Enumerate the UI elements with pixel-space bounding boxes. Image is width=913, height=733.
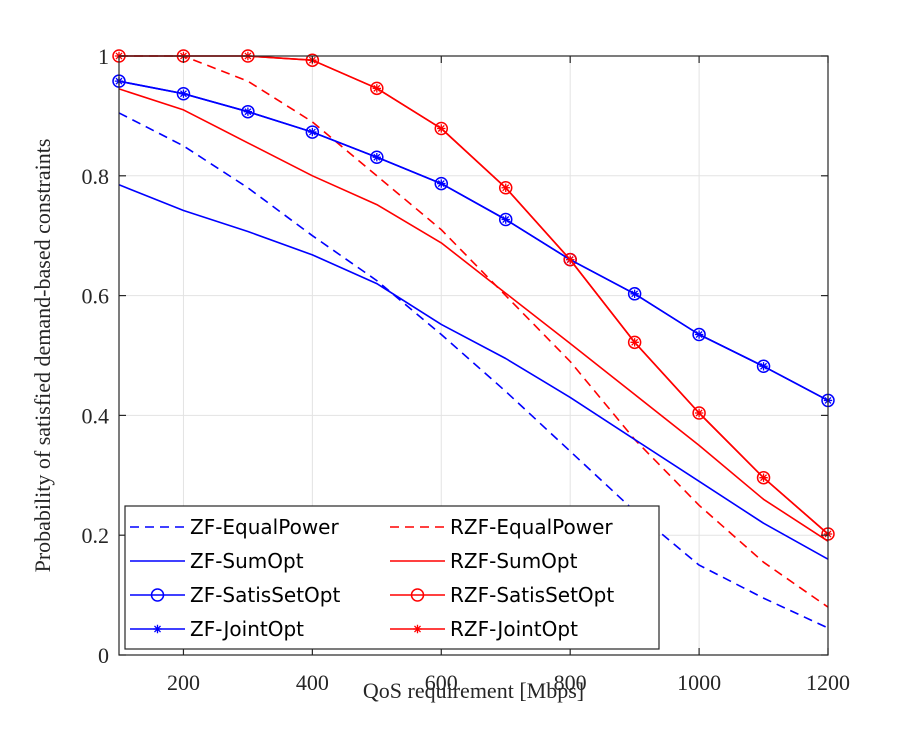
legend-zf-satissetopt-circle-marker — [150, 588, 165, 602]
x-tick-label: 200 — [167, 670, 200, 695]
series-zf-equalpower — [118, 112, 829, 629]
point-rzf-satissetopt-circle-marker — [498, 181, 513, 195]
legend-label-rzf-jointopt: RZF-JointOpt — [450, 617, 578, 641]
point-rzf-jointopt-star-marker — [630, 338, 639, 347]
point-zf-satissetopt-circle-marker — [370, 150, 384, 164]
series-line-rzf-equalpower — [119, 55, 829, 608]
ticks: 200 400 600 800 1000 1200 0 0.2 0.4 0.6 0.8 1 — [82, 44, 851, 695]
legend-label-zf-satissetopt: ZF-SatisSetOpt — [190, 583, 340, 607]
point-zf-jointopt-star-marker — [372, 153, 382, 162]
plot-frame — [118, 55, 829, 656]
point-rzf-satissetopt-circle-marker — [434, 121, 449, 136]
legend-item-zf-equalpower: ZF-EqualPower — [130, 515, 339, 539]
point-zf-satissetopt-circle-marker — [176, 86, 191, 101]
x-tick-label: 1200 — [806, 670, 850, 695]
legend-item-rzf-sumopt: RZF-SumOpt — [390, 549, 578, 573]
legend-rzf-satissetopt-circle-marker — [410, 588, 425, 602]
legend-item-zf-satissetopt: ZF-SatisSetOpt — [130, 583, 340, 607]
point-zf-satissetopt-circle-marker — [434, 176, 449, 191]
series-line-rzf-sumopt — [118, 88, 829, 542]
point-rzf-jointopt-star-marker — [501, 183, 510, 192]
series-line-zf-equalpower — [118, 112, 829, 629]
point-zf-satissetopt-circle-marker — [241, 104, 255, 119]
y-tick-label: 1 — [98, 44, 109, 69]
legend: ZF-EqualPower RZF-EqualPower ZF-SumOpt RZF-… — [124, 505, 660, 650]
point-rzf-jointopt-star-marker — [759, 473, 768, 482]
x-tick-label: 800 — [554, 670, 587, 695]
legend-item-rzf-satissetopt: RZF-SatisSetOpt — [390, 583, 614, 607]
legend-item-rzf-equalpower: RZF-EqualPower — [390, 515, 613, 539]
legend-zf-jointopt-star-marker — [153, 624, 162, 634]
y-tick-label: 0.2 — [82, 523, 110, 548]
point-rzf-satissetopt-circle-marker — [692, 406, 706, 420]
legend-item-zf-jointopt: ZF-JointOpt — [130, 617, 304, 641]
point-rzf-jointopt-star-marker — [565, 255, 575, 264]
point-zf-jointopt-star-marker — [694, 330, 704, 339]
point-zf-jointopt-star-marker — [630, 289, 639, 299]
y-axis-title: Probability of satisfied demand-based co… — [30, 139, 55, 573]
legend-label-rzf-equalpower: RZF-EqualPower — [450, 515, 613, 539]
point-zf-satissetopt-circle-marker — [756, 359, 771, 374]
x-tick-label: 1000 — [677, 670, 721, 695]
series-line-zf-jointopt — [118, 80, 829, 402]
legend-rzf-jointopt-star-marker — [413, 624, 422, 634]
point-rzf-satissetopt-circle-marker — [370, 81, 384, 96]
x-tick-label: 600 — [425, 670, 458, 695]
y-tick-label: 0 — [98, 643, 109, 668]
legend-box — [124, 505, 660, 650]
legend-label-zf-equalpower: ZF-EqualPower — [190, 515, 339, 539]
y-tick-label: 0.6 — [82, 284, 110, 309]
point-rzf-satissetopt-circle-marker — [627, 335, 642, 350]
point-rzf-satissetopt-circle-marker — [563, 252, 577, 267]
x-tick-label: 400 — [296, 670, 329, 695]
point-rzf-jointopt-star-marker — [437, 124, 446, 133]
legend-label-zf-sumopt: ZF-SumOpt — [190, 549, 304, 573]
series-zf-sumopt — [118, 184, 829, 560]
series-rzf-sumopt — [118, 88, 829, 542]
point-zf-jointopt-star-marker — [243, 107, 253, 116]
point-zf-jointopt-star-marker — [501, 215, 510, 224]
legend-item-zf-sumopt: ZF-SumOpt — [130, 549, 304, 573]
y-tick-label: 0.8 — [82, 164, 110, 189]
legend-item-rzf-jointopt: RZF-JointOpt — [390, 617, 578, 641]
series-rzf-equalpower — [119, 55, 829, 608]
point-zf-jointopt-star-marker — [437, 179, 446, 188]
point-zf-satissetopt-circle-marker — [305, 125, 320, 139]
legend-label-zf-jointopt: ZF-JointOpt — [190, 617, 304, 641]
series-line-zf-sumopt — [118, 184, 829, 560]
point-rzf-jointopt-star-marker — [372, 84, 382, 93]
point-zf-satissetopt-circle-marker — [692, 327, 706, 342]
x-axis-title: QoS requirement [Mbps] — [363, 678, 584, 703]
legend-label-rzf-sumopt: RZF-SumOpt — [450, 549, 578, 573]
point-zf-jointopt-star-marker — [308, 127, 317, 137]
point-zf-satissetopt-circle-marker — [627, 287, 642, 301]
point-zf-jointopt-star-marker — [759, 362, 768, 371]
legend-label-rzf-satissetopt: RZF-SatisSetOpt — [450, 583, 614, 607]
point-rzf-jointopt-star-marker — [694, 408, 704, 418]
point-rzf-satissetopt-circle-marker — [756, 470, 771, 485]
point-zf-satissetopt-circle-marker — [498, 212, 513, 227]
point-zf-jointopt-star-marker — [179, 89, 188, 98]
y-tick-label: 0.4 — [82, 403, 110, 428]
